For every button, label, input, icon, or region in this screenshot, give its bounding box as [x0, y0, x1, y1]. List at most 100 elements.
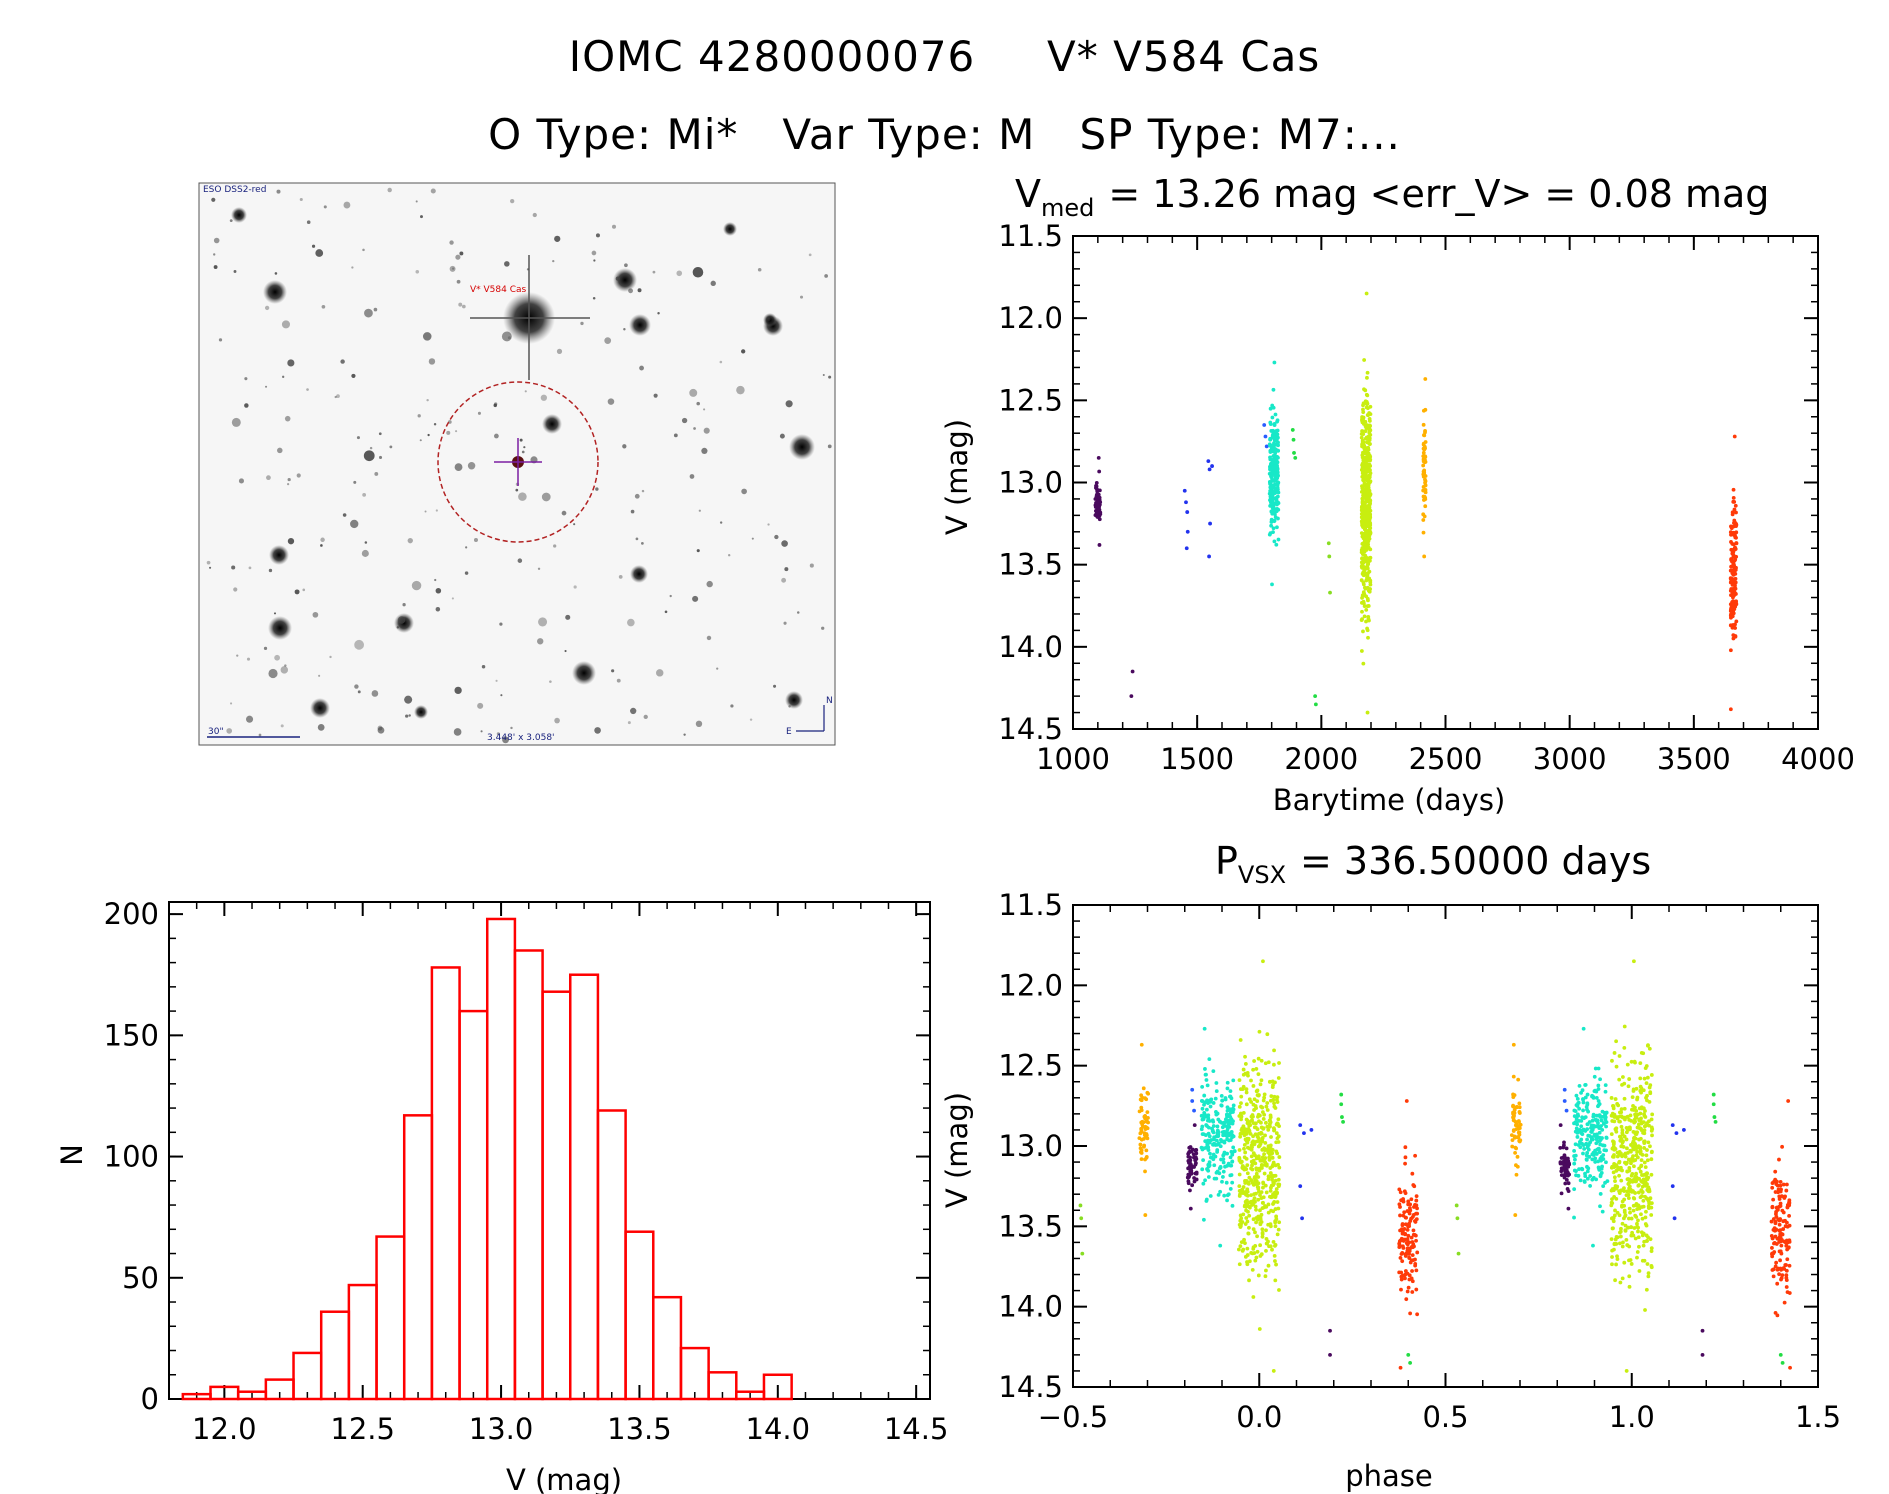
- data-point: [1400, 1259, 1405, 1264]
- data-point: [1259, 1131, 1264, 1136]
- data-point: [1639, 1212, 1643, 1217]
- data-point: [1264, 1248, 1268, 1253]
- data-point: [1781, 1182, 1786, 1187]
- data-point: [1313, 694, 1318, 699]
- star: [364, 308, 373, 318]
- x-tick-label: 3000: [1533, 742, 1607, 776]
- data-point: [1256, 1072, 1261, 1077]
- star: [363, 450, 375, 462]
- data-point: [1590, 1118, 1595, 1123]
- data-point: [1249, 1193, 1254, 1198]
- data-point: [1730, 542, 1735, 546]
- star: [716, 667, 719, 670]
- data-point: [1272, 1094, 1277, 1099]
- data-point: [1269, 520, 1274, 524]
- data-point: [1231, 1145, 1236, 1150]
- data-point: [1610, 1255, 1614, 1259]
- y-tick-label: 200: [104, 897, 159, 931]
- data-point: [1201, 1181, 1206, 1186]
- data-point: [1368, 580, 1373, 584]
- data-point: [1777, 1157, 1781, 1162]
- data-point: [1629, 1059, 1634, 1064]
- star: [669, 594, 672, 598]
- data-point: [1199, 1099, 1204, 1103]
- histogram-bar: [319, 1310, 351, 1401]
- star-id: IOMC 4280000076: [568, 32, 976, 81]
- data-point: [1408, 1208, 1413, 1213]
- data-point: [1513, 1213, 1518, 1217]
- data-point: [1225, 1163, 1229, 1168]
- data-point: [1559, 1156, 1564, 1160]
- data-point: [1264, 1190, 1269, 1195]
- data-point: [1596, 1159, 1600, 1164]
- star: [397, 616, 406, 624]
- data-point: [1138, 1142, 1143, 1147]
- star: [213, 253, 216, 256]
- data-point: [1366, 406, 1370, 411]
- star: [213, 265, 218, 269]
- data-point: [1302, 1131, 1306, 1136]
- data-point: [1222, 1193, 1227, 1198]
- data-point: [1618, 1135, 1623, 1139]
- data-point: [1622, 1260, 1627, 1265]
- data-point: [1597, 1130, 1602, 1135]
- star: [477, 702, 484, 709]
- data-point: [1367, 473, 1372, 478]
- data-point: [1212, 1141, 1217, 1146]
- data-point: [1202, 1026, 1207, 1031]
- data-point: [1610, 1111, 1615, 1116]
- data-point: [1774, 1212, 1778, 1216]
- data-point: [1220, 1130, 1225, 1135]
- star: [549, 680, 552, 683]
- star: [692, 595, 699, 602]
- star: [426, 398, 429, 402]
- data-point: [1618, 1234, 1623, 1239]
- data-point: [1230, 1203, 1235, 1208]
- data-point: [1363, 553, 1368, 558]
- data-point: [1365, 626, 1369, 631]
- data-point: [1260, 1200, 1265, 1205]
- star: [615, 276, 621, 281]
- data-point: [1638, 1061, 1643, 1066]
- data-point: [1245, 1163, 1250, 1168]
- star: [751, 537, 754, 540]
- data-point: [1618, 1280, 1623, 1285]
- data-point: [1645, 1158, 1650, 1163]
- data-point: [1262, 1171, 1267, 1176]
- star: [451, 597, 454, 600]
- data-point: [1776, 1187, 1781, 1192]
- data-point: [1408, 1202, 1413, 1207]
- data-point: [1141, 1120, 1146, 1125]
- star: [703, 427, 710, 434]
- data-point: [1185, 529, 1190, 534]
- phasecurve-xlabel: phase: [1345, 1459, 1433, 1493]
- data-point: [1361, 560, 1366, 565]
- data-point: [1257, 1113, 1262, 1118]
- data-point: [1270, 490, 1275, 495]
- data-point: [1243, 1054, 1247, 1059]
- data-point: [1411, 1228, 1416, 1233]
- star: [396, 626, 400, 629]
- data-point: [1243, 1241, 1247, 1246]
- data-point: [1272, 1191, 1277, 1195]
- data-point: [1225, 1086, 1230, 1091]
- star: [749, 718, 753, 721]
- data-point: [1778, 1228, 1783, 1232]
- star: [537, 638, 544, 645]
- star: [419, 439, 422, 442]
- data-point: [1644, 1209, 1648, 1214]
- data-point: [1262, 1092, 1267, 1097]
- data-point: [1365, 544, 1370, 549]
- data-point: [1271, 1126, 1276, 1131]
- data-point: [1629, 1216, 1634, 1221]
- data-point: [1412, 1184, 1417, 1189]
- data-point: [1258, 1158, 1263, 1163]
- data-point: [1237, 1148, 1242, 1152]
- data-point: [1232, 1149, 1237, 1154]
- data-point: [1272, 539, 1277, 544]
- data-point: [1572, 1161, 1577, 1166]
- data-point: [1643, 1222, 1648, 1226]
- data-point: [1640, 1184, 1645, 1189]
- star: [405, 714, 409, 718]
- data-point: [1516, 1119, 1521, 1123]
